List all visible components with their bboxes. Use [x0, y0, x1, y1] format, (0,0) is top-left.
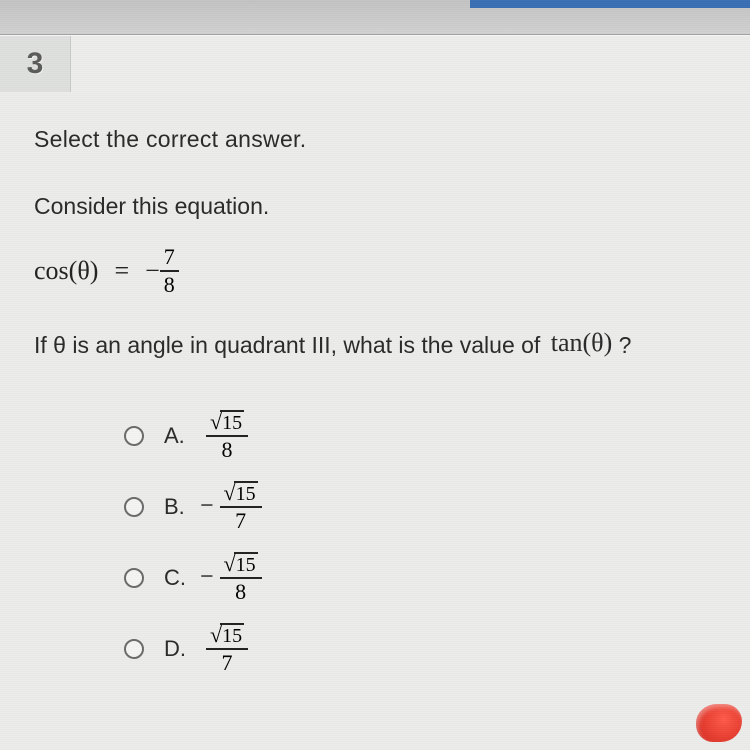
choice-c[interactable]: C. − √15 8	[124, 552, 716, 603]
negative-sign: −	[145, 256, 160, 286]
fraction-numerator: 7	[160, 246, 179, 268]
sqrt-icon: √15	[224, 552, 258, 575]
choice-denominator: 7	[231, 510, 250, 532]
choice-d[interactable]: D. √15 7	[124, 623, 716, 674]
choice-fraction: √15 8	[220, 552, 262, 603]
choice-fraction: √15 7	[220, 481, 262, 532]
choice-label: C.	[164, 565, 200, 591]
choice-denominator: 7	[218, 652, 237, 674]
choice-numerator: √15	[206, 623, 248, 646]
choice-fraction: √15 7	[206, 623, 248, 674]
equation-line: cos(θ) = − 7 8	[34, 246, 716, 296]
choice-denominator: 8	[231, 581, 250, 603]
choice-numerator: √15	[206, 410, 248, 433]
question-number: 3	[27, 47, 44, 81]
choice-label: B.	[164, 494, 200, 520]
stem-condition: If θ is an angle in quadrant III, what i…	[34, 332, 716, 362]
stem-trig: tan(θ)	[551, 328, 613, 358]
choice-numerator: √15	[220, 481, 262, 504]
choice-math: √15 7	[200, 623, 248, 674]
choice-math: √15 8	[200, 410, 248, 461]
instruction-text: Select the correct answer.	[34, 126, 716, 153]
window-accent-strip	[470, 0, 750, 8]
sqrt-icon: √15	[224, 481, 258, 504]
choice-label: A.	[164, 423, 200, 449]
choice-a[interactable]: A. √15 8	[124, 410, 716, 461]
notification-bubble-icon[interactable]	[696, 704, 742, 742]
browser-top-bar	[0, 0, 750, 35]
choice-sign: −	[200, 564, 214, 591]
stem-condition-before: If θ is an angle in quadrant III, what i…	[34, 332, 547, 358]
equation-lhs: cos(θ)	[34, 256, 98, 286]
stem-intro: Consider this equation.	[34, 193, 716, 220]
radio-a[interactable]	[124, 426, 144, 446]
stem-condition-after: ?	[619, 332, 632, 358]
choice-fraction: √15 8	[206, 410, 248, 461]
choice-math: − √15 8	[200, 552, 262, 603]
sqrt-icon: √15	[210, 623, 244, 646]
choice-numerator: √15	[220, 552, 262, 575]
choice-sign: −	[200, 493, 214, 520]
equals-sign: =	[114, 256, 129, 286]
fraction-denominator: 8	[160, 274, 179, 296]
radio-c[interactable]	[124, 568, 144, 588]
radio-b[interactable]	[124, 497, 144, 517]
choice-denominator: 8	[218, 439, 237, 461]
choices-list: A. √15 8 B. −	[124, 410, 716, 674]
choice-b[interactable]: B. − √15 7	[124, 481, 716, 532]
question-content: Select the correct answer. Consider this…	[0, 94, 750, 750]
choice-math: − √15 7	[200, 481, 262, 532]
choice-label: D.	[164, 636, 200, 662]
sqrt-icon: √15	[210, 410, 244, 433]
equation-fraction: 7 8	[160, 246, 179, 296]
radio-d[interactable]	[124, 639, 144, 659]
question-tab-row: 3	[0, 35, 750, 96]
question-number-tab[interactable]: 3	[0, 36, 71, 92]
